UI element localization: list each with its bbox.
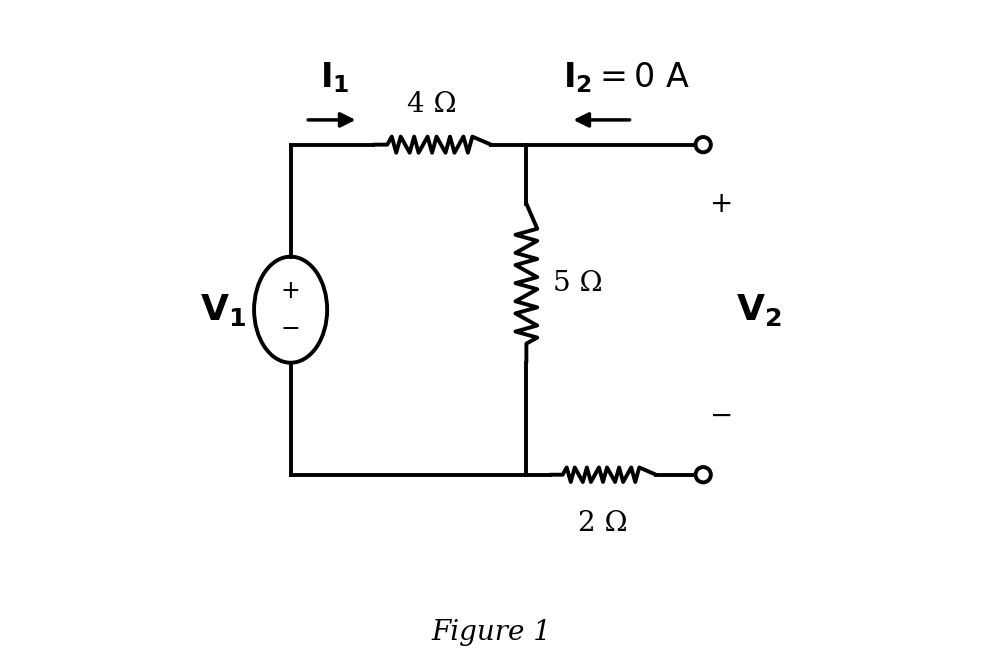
Text: $\mathbf{V_2}$: $\mathbf{V_2}$ — [736, 292, 782, 328]
Text: 5 Ω: 5 Ω — [553, 270, 602, 296]
Text: 4 Ω: 4 Ω — [408, 91, 457, 118]
Text: $\mathbf{I_1}$: $\mathbf{I_1}$ — [320, 60, 350, 95]
Text: +: + — [281, 279, 300, 303]
Text: −: − — [281, 316, 300, 340]
Text: $\mathbf{I_2} = 0\ \mathrm{A}$: $\mathbf{I_2} = 0\ \mathrm{A}$ — [563, 60, 690, 95]
Circle shape — [695, 137, 711, 153]
Text: Figure 1: Figure 1 — [431, 619, 551, 646]
Text: −: − — [710, 402, 734, 430]
Text: 2 Ω: 2 Ω — [578, 510, 627, 537]
Text: $\mathbf{V_1}$: $\mathbf{V_1}$ — [199, 292, 246, 328]
Circle shape — [695, 467, 711, 482]
Text: +: + — [710, 190, 734, 218]
